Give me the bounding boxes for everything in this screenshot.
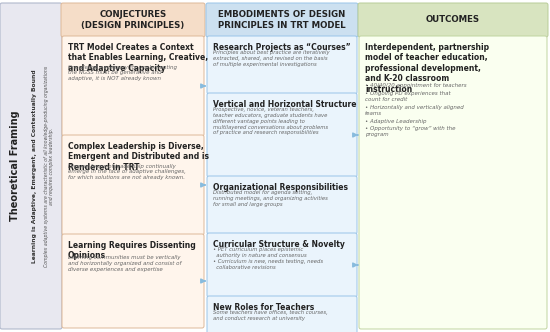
Text: Interdependent, partnership
model of teacher education,
professional development: Interdependent, partnership model of tea… xyxy=(365,43,489,94)
Text: Complex adaptive systems are characteristic of all knowledge-producing organizat: Complex adaptive systems are characteris… xyxy=(43,65,54,267)
Text: EMBODIMENTS OF DESIGN
PRINCIPLES IN TRT MODEL: EMBODIMENTS OF DESIGN PRINCIPLES IN TRT … xyxy=(218,10,346,30)
Text: Distributed model for agenda setting,
running meetings, and organizing activitie: Distributed model for agenda setting, ru… xyxy=(213,190,328,207)
FancyBboxPatch shape xyxy=(207,176,357,234)
Text: CONJECTURES
(DESIGN PRINCIPLES): CONJECTURES (DESIGN PRINCIPLES) xyxy=(81,10,185,30)
Text: • 40/40/20 appointment for teachers: • 40/40/20 appointment for teachers xyxy=(365,84,466,89)
FancyBboxPatch shape xyxy=(207,93,357,177)
FancyBboxPatch shape xyxy=(359,36,547,329)
FancyBboxPatch shape xyxy=(62,36,204,136)
FancyBboxPatch shape xyxy=(207,36,357,94)
Text: New Roles for Teachers: New Roles for Teachers xyxy=(213,303,314,312)
Text: Knowledge necessary for implementing
the NGSS must be generative and
adaptive, i: Knowledge necessary for implementing the… xyxy=(68,65,177,81)
Text: Prospective, novice, veteran teachers,
teacher educators, graduate students have: Prospective, novice, veteran teachers, t… xyxy=(213,107,328,135)
FancyBboxPatch shape xyxy=(62,135,204,235)
Text: • Opportunity to “grow” with the
program: • Opportunity to “grow” with the program xyxy=(365,126,455,137)
FancyBboxPatch shape xyxy=(61,3,205,37)
Text: Learning Requires Dissenting
Opinions: Learning Requires Dissenting Opinions xyxy=(68,241,196,260)
Text: • Ongoing PD experiences that
count for credit: • Ongoing PD experiences that count for … xyxy=(365,91,450,102)
Text: Curricular Structure & Novelty: Curricular Structure & Novelty xyxy=(213,240,345,249)
Text: • Adaptive Leadership: • Adaptive Leadership xyxy=(365,119,426,124)
FancyBboxPatch shape xyxy=(206,3,358,37)
Text: Learning communities must be vertically
and horizontally organized and consist o: Learning communities must be vertically … xyxy=(68,255,182,272)
Text: Vertical and Horizontal Structure: Vertical and Horizontal Structure xyxy=(213,100,356,109)
Text: OUTCOMES: OUTCOMES xyxy=(426,16,480,25)
FancyBboxPatch shape xyxy=(0,3,62,329)
Text: Research Projects as “Courses”: Research Projects as “Courses” xyxy=(213,43,351,52)
Text: Diverse forms of leadership continually
emerge in the face of adaptive challenge: Diverse forms of leadership continually … xyxy=(68,164,186,180)
FancyBboxPatch shape xyxy=(358,3,548,37)
FancyBboxPatch shape xyxy=(62,234,204,328)
Text: Learning is Adaptive, Emergent, and Contextually Bound: Learning is Adaptive, Emergent, and Cont… xyxy=(32,69,37,263)
FancyBboxPatch shape xyxy=(207,233,357,297)
Text: Theoretical Framing: Theoretical Framing xyxy=(10,111,20,221)
Text: • PET curriculum places epistemic
  authority in nature and consensus
• Curricul: • PET curriculum places epistemic author… xyxy=(213,247,323,270)
Text: Principles about best practice are iteratively
extracted, shared, and revised on: Principles about best practice are itera… xyxy=(213,50,329,67)
FancyBboxPatch shape xyxy=(207,296,357,332)
Text: TRT Model Creates a Context
that Enables Learning, Creative,
and Adaptive Capaci: TRT Model Creates a Context that Enables… xyxy=(68,43,208,73)
Text: Some teachers have offices, teach courses,
and conduct research at university: Some teachers have offices, teach course… xyxy=(213,310,328,321)
Text: Complex Leadership is Diverse,
Emergent and Distributed and is
Rendered in TRT: Complex Leadership is Diverse, Emergent … xyxy=(68,142,209,172)
Text: Organizational Responsibilities: Organizational Responsibilities xyxy=(213,183,348,192)
Text: • Horizontally and vertically aligned
teams: • Horizontally and vertically aligned te… xyxy=(365,105,464,116)
